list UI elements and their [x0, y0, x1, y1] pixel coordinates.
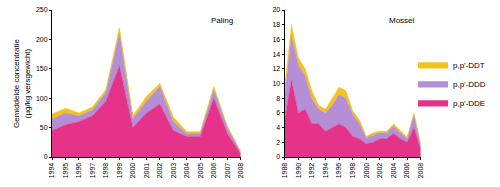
svg-text:Paling: Paling	[211, 16, 233, 25]
svg-text:8: 8	[276, 95, 280, 102]
svg-text:p,p'-DDD: p,p'-DDD	[453, 80, 486, 89]
svg-text:0: 0	[276, 153, 280, 160]
svg-text:2006: 2006	[210, 163, 217, 179]
svg-text:2006: 2006	[403, 163, 410, 179]
svg-text:20: 20	[272, 6, 280, 13]
svg-text:2008: 2008	[237, 163, 244, 179]
svg-text:10: 10	[272, 80, 280, 87]
svg-text:1994: 1994	[48, 163, 55, 179]
svg-text:250: 250	[36, 6, 48, 13]
svg-text:1999: 1999	[116, 163, 123, 179]
svg-text:1994: 1994	[322, 163, 329, 179]
svg-text:2004: 2004	[183, 163, 190, 179]
svg-text:1998: 1998	[349, 163, 356, 179]
svg-text:0: 0	[44, 153, 48, 160]
svg-text:1992: 1992	[308, 163, 315, 179]
svg-text:1995: 1995	[62, 163, 69, 179]
svg-text:1996: 1996	[335, 163, 342, 179]
svg-text:2: 2	[276, 139, 280, 146]
svg-text:1997: 1997	[89, 163, 96, 179]
svg-text:Gemiddelde concentratie(µg/kg: Gemiddelde concentratie(µg/kg versgewich…	[12, 38, 31, 127]
svg-text:1996: 1996	[75, 163, 82, 179]
svg-text:2003: 2003	[170, 163, 177, 179]
svg-text:Mossel: Mossel	[389, 16, 415, 25]
svg-text:2000: 2000	[363, 163, 370, 179]
svg-text:1988: 1988	[281, 163, 288, 179]
svg-text:2001: 2001	[143, 163, 150, 179]
svg-text:1998: 1998	[102, 163, 109, 179]
svg-text:16: 16	[272, 36, 280, 43]
svg-text:2000: 2000	[129, 163, 136, 179]
svg-text:150: 150	[36, 65, 48, 72]
svg-text:100: 100	[36, 95, 48, 102]
svg-text:18: 18	[272, 21, 280, 28]
svg-text:14: 14	[272, 51, 280, 58]
svg-text:1990: 1990	[295, 163, 302, 179]
svg-text:4: 4	[276, 124, 280, 131]
svg-text:2002: 2002	[376, 163, 383, 179]
svg-text:12: 12	[272, 65, 280, 72]
svg-text:p,p'-DDT: p,p'-DDT	[453, 61, 485, 70]
svg-text:2008: 2008	[417, 163, 424, 179]
svg-text:2002: 2002	[156, 163, 163, 179]
svg-text:2007: 2007	[224, 163, 231, 179]
svg-text:50: 50	[40, 124, 48, 131]
svg-text:2005: 2005	[197, 163, 204, 179]
svg-text:2004: 2004	[390, 163, 397, 179]
svg-text:6: 6	[276, 109, 280, 116]
svg-text:200: 200	[36, 36, 48, 43]
svg-text:p,p'-DDE: p,p'-DDE	[453, 99, 485, 108]
